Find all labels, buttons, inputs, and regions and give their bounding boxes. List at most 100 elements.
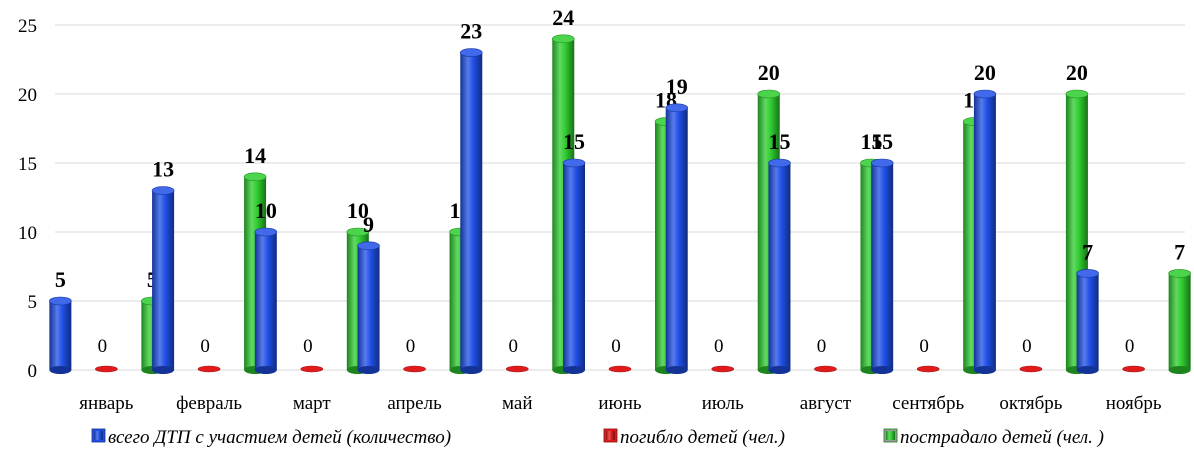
x-tick-label: апрель [387, 393, 442, 414]
bar-cap [768, 158, 791, 168]
legend-swatch-fill [94, 431, 103, 440]
data-label: 0 [509, 336, 519, 357]
bar-cap [1168, 269, 1191, 278]
bar[interactable] [254, 232, 277, 370]
data-label: 5 [55, 267, 66, 292]
bar-cap [49, 296, 72, 306]
data-label: 20 [974, 60, 996, 85]
bar[interactable] [300, 365, 324, 373]
bar-cap [151, 186, 175, 195]
data-label: 10 [255, 198, 277, 223]
data-label: 14 [244, 143, 266, 168]
bar-base [152, 366, 175, 374]
bar[interactable] [460, 52, 483, 370]
bar-cap [973, 89, 997, 99]
data-label: 15 [563, 129, 585, 154]
bar[interactable] [1122, 365, 1145, 373]
data-label: 10 [347, 198, 369, 223]
bar-cap [346, 227, 370, 237]
y-tick-label: 25 [18, 16, 37, 37]
bar-base [254, 366, 277, 374]
data-label: 0 [611, 336, 621, 357]
bar-cap [551, 34, 575, 44]
bar-cap [243, 172, 267, 182]
bar-base [563, 366, 585, 374]
y-tick-label: 5 [28, 292, 38, 313]
bar[interactable] [871, 163, 894, 370]
x-tick-label: август [800, 393, 852, 414]
data-label: 19 [666, 74, 688, 99]
legend-label: всего ДТП с участием детей (количество) [108, 427, 451, 448]
bar-cap [459, 48, 483, 57]
data-label: 15 [768, 129, 790, 154]
data-label: 15 [860, 129, 882, 154]
bar-cap [665, 103, 689, 113]
bar[interactable] [1019, 365, 1043, 373]
data-label: 0 [303, 336, 313, 357]
data-label: 0 [714, 336, 724, 357]
bar-base [973, 366, 996, 374]
bar[interactable] [916, 365, 940, 373]
bar[interactable] [563, 163, 585, 370]
bar[interactable] [505, 365, 529, 373]
bar-base [1076, 366, 1099, 374]
x-tick-label: май [502, 393, 533, 414]
bar[interactable] [357, 245, 380, 370]
legend-label: погибло детей (чел.) [620, 427, 785, 448]
y-tick-label: 0 [28, 361, 38, 382]
data-label: 20 [758, 60, 780, 85]
bar-base [768, 366, 791, 374]
data-label: 0 [1022, 336, 1032, 357]
bar-cap [1076, 269, 1099, 278]
bar[interactable] [152, 190, 175, 370]
bar[interactable] [1076, 273, 1099, 370]
x-tick-label: июль [702, 393, 744, 414]
data-label: 13 [152, 157, 174, 182]
bar[interactable] [197, 365, 221, 373]
bar[interactable] [973, 94, 996, 370]
bar[interactable] [665, 107, 688, 371]
bar-cap [254, 227, 278, 237]
bar[interactable] [95, 365, 118, 373]
y-tick-label: 20 [18, 85, 37, 106]
bar[interactable] [49, 301, 72, 370]
data-label: 0 [406, 336, 416, 357]
data-label: 0 [919, 336, 929, 357]
legend-swatch-fill [886, 431, 895, 440]
bar[interactable] [768, 163, 791, 370]
x-tick-label: январь [79, 393, 134, 414]
bar-cap [562, 158, 586, 168]
data-label: 0 [817, 336, 827, 357]
x-tick-label: сентябрь [892, 393, 964, 414]
bar[interactable] [711, 365, 735, 373]
data-label: 0 [1125, 336, 1135, 357]
bar-cap [357, 241, 380, 251]
legend-label: пострадало детей (чел. ) [900, 427, 1104, 448]
bar-base [460, 366, 483, 374]
bar-cap [870, 158, 894, 168]
bar-base [871, 366, 894, 374]
data-label: 9 [363, 212, 374, 237]
x-tick-label: июнь [598, 393, 642, 414]
data-label: 24 [552, 5, 574, 30]
data-label: 0 [98, 336, 108, 357]
bar[interactable] [608, 365, 632, 373]
data-label: 7 [1082, 239, 1093, 264]
x-tick-label: ноябрь [1106, 393, 1162, 414]
data-label: 15 [871, 129, 893, 154]
bar-base [49, 366, 72, 374]
bar-base [1168, 366, 1191, 374]
bar-cap [1065, 89, 1089, 99]
legend-swatch-fill [606, 431, 615, 440]
data-label: 0 [200, 336, 210, 357]
bar[interactable] [1168, 273, 1191, 370]
x-tick-label: март [293, 393, 332, 414]
x-tick-label: октябрь [999, 393, 1062, 414]
bar-base [357, 366, 380, 374]
bar[interactable] [403, 365, 426, 373]
data-label: 7 [1174, 239, 1185, 264]
bar[interactable] [814, 365, 837, 373]
data-label: 20 [1066, 60, 1088, 85]
bar-base [665, 366, 688, 374]
